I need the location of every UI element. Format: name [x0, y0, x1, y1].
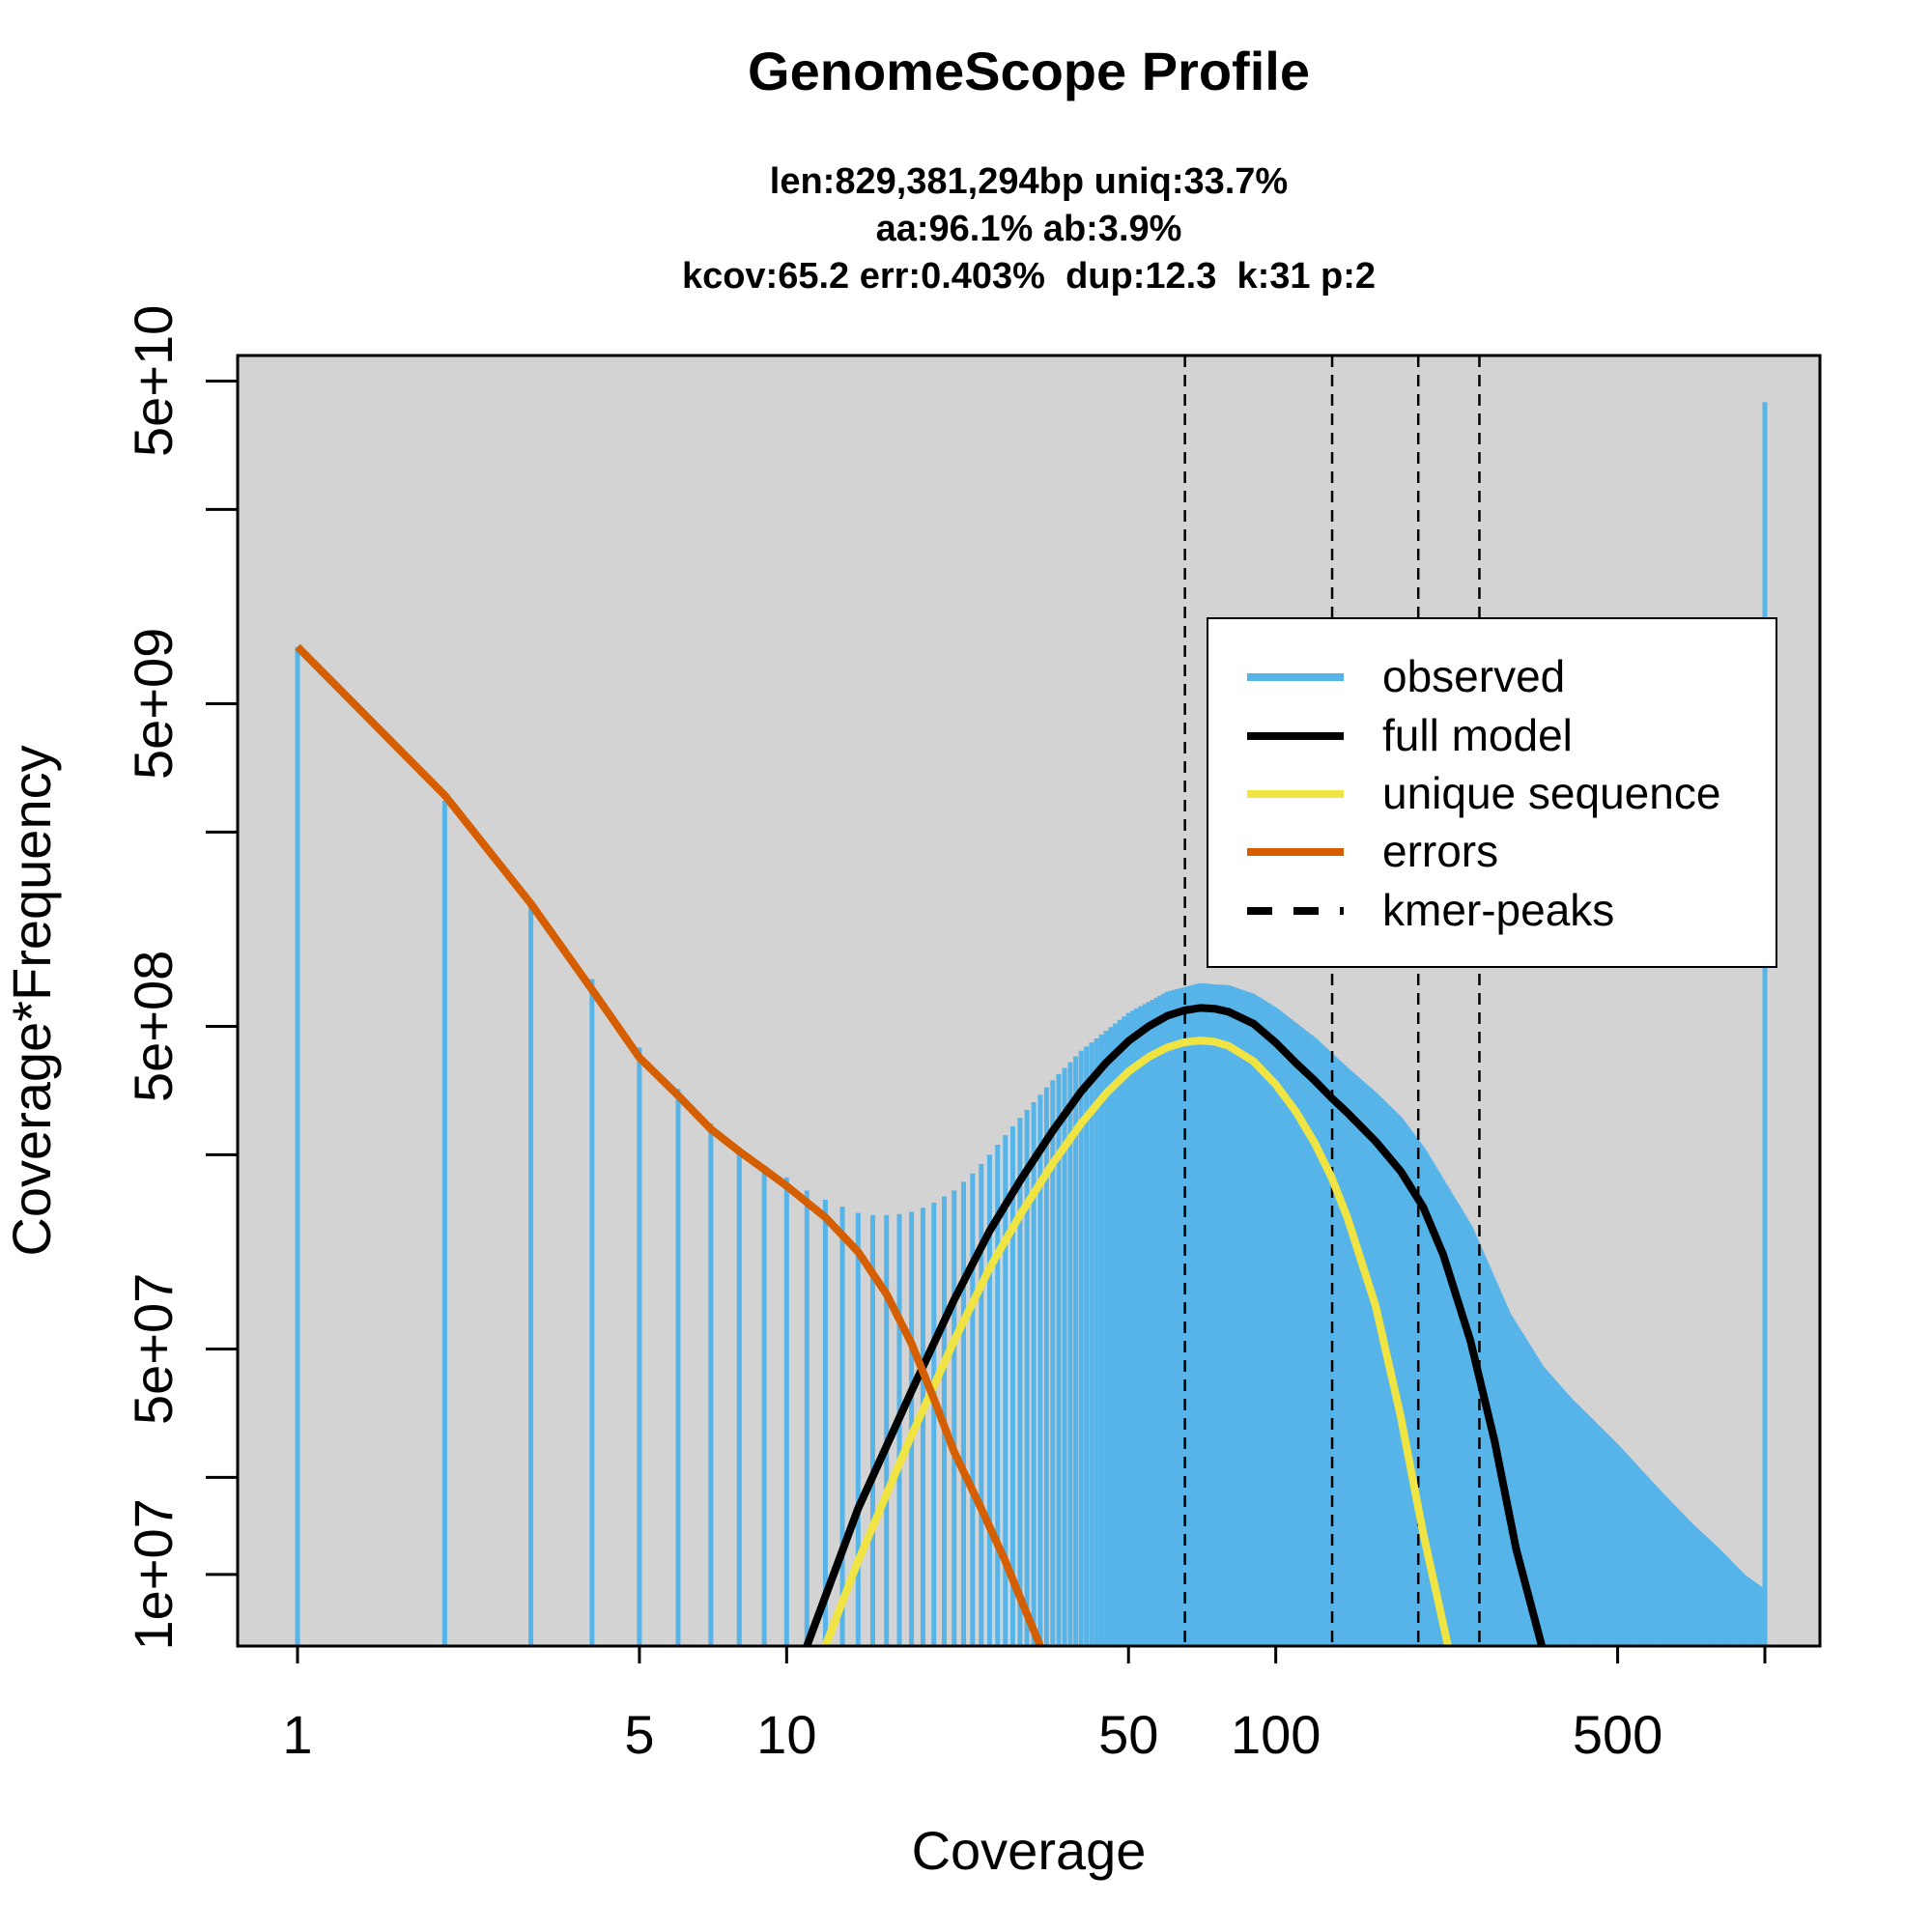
series-line-unique-sequence — [821, 1037, 1452, 1646]
model-curves — [295, 643, 1546, 1646]
x-tick-label: 1 — [282, 1704, 312, 1765]
chart-title: GenomeScope Profile — [748, 41, 1310, 101]
x-axis: 1 5 10 50 100 500 — [282, 1644, 1767, 1765]
y-axis: 1e+07 5e+07 5e+08 5e+09 5e+10 — [123, 305, 240, 1651]
x-tick-label: 50 — [1098, 1704, 1158, 1765]
series-line-errors — [295, 643, 1044, 1646]
legend-label-kmer-peaks: kmer-peaks — [1382, 885, 1614, 935]
legend-label-unique-sequence: unique sequence — [1382, 768, 1720, 818]
x-tick-label: 10 — [756, 1704, 816, 1765]
legend-label-observed: observed — [1382, 651, 1565, 701]
kmer-peak-lines — [1183, 355, 1481, 1646]
y-tick-label: 5e+07 — [123, 1273, 184, 1425]
x-tick-label: 100 — [1231, 1704, 1321, 1765]
legend-label-full-model: full model — [1382, 710, 1573, 760]
x-tick-label: 500 — [1573, 1704, 1662, 1765]
y-tick-label: 5e+10 — [123, 305, 184, 457]
chart-subtitle-line-3: kcov:65.2 err:0.403% dup:12.3 k:31 p:2 — [682, 256, 1376, 297]
chart-subtitle-line-1: len:829,381,294bp uniq:33.7% — [770, 161, 1288, 202]
chart-subtitle-line-2: aa:96.1% ab:3.9% — [876, 209, 1182, 249]
y-tick-label: 5e+08 — [123, 951, 184, 1102]
y-axis-label: Coverage*Frequency — [1, 745, 62, 1256]
x-tick-label: 5 — [624, 1704, 654, 1765]
y-tick-label: 1e+07 — [123, 1498, 184, 1650]
legend: observed full model unique sequence erro… — [1207, 617, 1777, 968]
legend-label-errors: errors — [1382, 826, 1498, 876]
series-line-full-model — [803, 1004, 1546, 1646]
y-tick-label: 5e+09 — [123, 628, 184, 780]
x-axis-label: Coverage — [912, 1820, 1147, 1881]
observed-bars — [295, 402, 1768, 1646]
